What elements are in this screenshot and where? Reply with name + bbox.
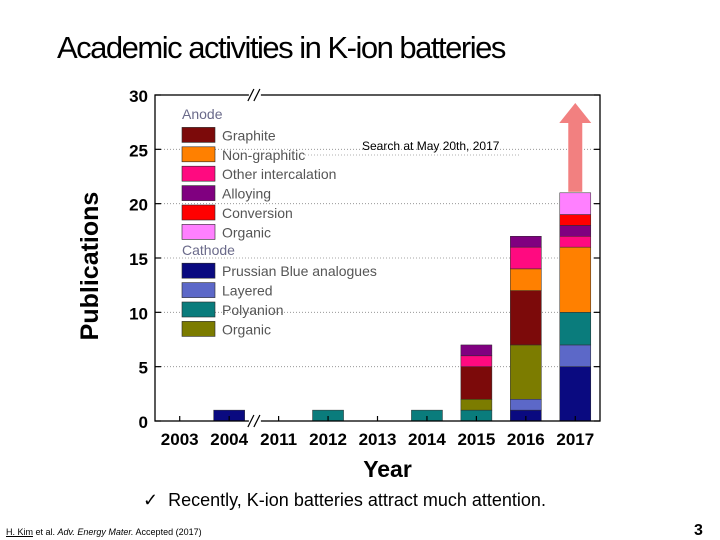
bar-segment <box>460 399 493 411</box>
search-date-annotation: Search at May 20th, 2017 <box>362 139 500 153</box>
legend-label: Non-graphitic <box>222 147 305 163</box>
citation-status: Accepted (2017) <box>133 527 202 537</box>
legend-label: Polyanion <box>222 302 284 318</box>
x-tick-label: 2014 <box>408 430 446 449</box>
axis-break-gap <box>248 92 261 98</box>
bar-segment <box>559 192 592 215</box>
x-tick-label: 2017 <box>556 430 594 449</box>
bar-segment <box>460 344 493 357</box>
legend-group-title: Anode <box>182 106 223 122</box>
citation-etal: et al. <box>33 527 58 537</box>
legend-label: Organic <box>222 224 271 240</box>
y-tick-label: 10 <box>129 304 148 323</box>
x-tick-label: 2015 <box>457 430 495 449</box>
y-tick-label: 30 <box>129 87 148 106</box>
legend-swatch <box>181 146 216 163</box>
axis-break-mark <box>247 414 255 428</box>
x-tick-label: 2016 <box>507 430 545 449</box>
summary-text: Recently, K-ion batteries attract much a… <box>168 490 546 510</box>
axis-break-gap <box>248 418 261 424</box>
legend-group-title: Cathode <box>182 242 235 258</box>
bar-segment <box>559 214 592 226</box>
x-tick-label: 2012 <box>309 430 347 449</box>
slide-title: Academic activities in K-ion batteries <box>57 30 506 65</box>
x-tick-label: 2013 <box>359 430 397 449</box>
bar-segment <box>559 236 592 248</box>
y-tick-label: 15 <box>129 250 148 269</box>
legend-label: Alloying <box>222 186 271 202</box>
bar-segment <box>559 246 592 313</box>
axis-break-mark <box>253 414 261 428</box>
growth-arrow-head <box>559 103 592 123</box>
summary-bullet: ✓ Recently, K-ion batteries attract much … <box>143 490 546 511</box>
legend-label: Conversion <box>222 205 293 221</box>
y-tick-label: 25 <box>129 141 148 160</box>
bar-segment <box>460 355 493 367</box>
legend-swatch <box>181 185 216 201</box>
legend-swatch <box>181 282 216 298</box>
bar-segment <box>510 246 542 270</box>
x-tick-label: 2003 <box>161 430 199 449</box>
legend-swatch <box>181 127 216 143</box>
page-number: 3 <box>694 522 703 539</box>
bar-segment <box>559 225 592 237</box>
legend-swatch <box>181 165 216 182</box>
citation: H. Kim et al. Adv. Energy Mater. Accepte… <box>6 527 202 537</box>
x-axis-title: Year <box>363 456 412 482</box>
growth-arrow-shaft <box>568 121 583 192</box>
bar-segment <box>559 312 592 346</box>
legend-swatch <box>181 321 216 337</box>
legend-label: Prussian Blue analogues <box>222 263 377 279</box>
axis-break-mark <box>253 88 261 102</box>
axis-break-mark <box>247 88 255 102</box>
bar-segment <box>510 399 542 411</box>
y-tick-label: 5 <box>139 359 148 378</box>
legend-swatch <box>181 224 216 240</box>
bar-segment <box>559 344 592 367</box>
bar-segment <box>510 344 542 400</box>
x-tick-label: 2004 <box>210 430 248 449</box>
legend-label: Layered <box>222 283 273 299</box>
y-tick-label: 0 <box>139 413 148 432</box>
citation-journal: Adv. Energy Mater. <box>57 527 134 537</box>
bar-segment <box>510 236 542 248</box>
bar-segment <box>510 268 542 291</box>
legend-label: Organic <box>222 321 271 337</box>
bar-segment <box>510 290 542 346</box>
legend-swatch <box>181 301 216 318</box>
y-axis-title: Publications <box>76 192 104 341</box>
legend-label: Other intercalation <box>222 166 336 182</box>
legend-label: Graphite <box>222 127 276 143</box>
citation-authors[interactable]: H. Kim <box>6 527 33 537</box>
x-tick-label: 2011 <box>260 430 297 449</box>
legend-swatch <box>181 262 216 279</box>
y-tick-label: 20 <box>129 196 148 215</box>
check-icon: ✓ <box>143 490 159 510</box>
bar-segment <box>559 366 592 422</box>
legend-swatch <box>181 204 216 221</box>
bar-segment <box>460 366 493 400</box>
